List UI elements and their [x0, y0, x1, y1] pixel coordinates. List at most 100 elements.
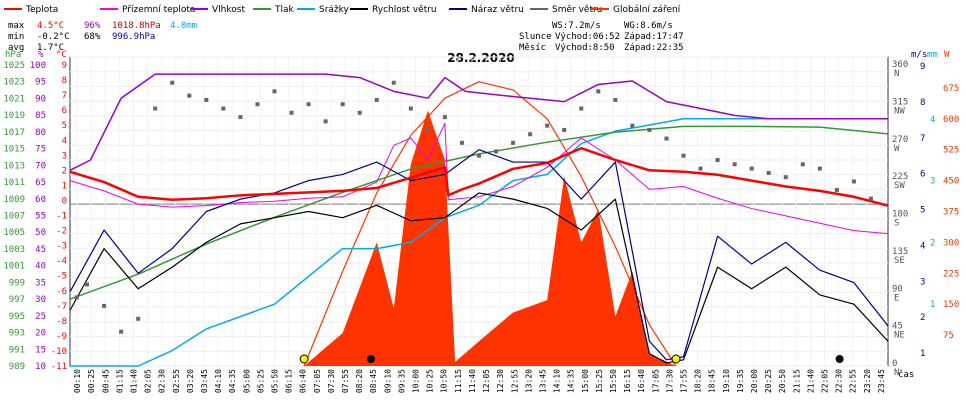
info-moon-set: Západ:22:35	[624, 43, 684, 53]
series-solar-radiation	[304, 110, 677, 366]
c-tick-label: -11	[51, 362, 67, 372]
hpa-tick-label: 995	[9, 312, 25, 322]
stat-max-hum: 96%	[84, 21, 101, 31]
x-tick-label: 09:35	[397, 369, 406, 393]
hpa-tick-label: 1011	[3, 178, 25, 188]
x-tick-label: 07:05	[313, 369, 322, 393]
hpa-tick-label: 1017	[3, 128, 25, 138]
pct-tick-label: 90	[35, 94, 46, 104]
x-tick-label: 15:50	[609, 369, 618, 393]
wind-direction-point	[494, 149, 499, 154]
c-tick-label: -5	[56, 272, 67, 282]
pct-tick-label: 70	[35, 161, 46, 171]
stat-avg-temp: 1.7°C	[37, 43, 64, 53]
wind-direction-point	[783, 175, 788, 180]
legend-label-5: Rychlost větru	[372, 5, 437, 15]
wind-direction-point	[102, 303, 107, 308]
x-axis: 00:10 00:25 00:45 01:15 01:40 02:05 02:30 02:55…	[73, 369, 886, 393]
hpa-tick-label: 1019	[3, 111, 25, 121]
direction-compass-label: NE	[894, 331, 905, 341]
stat-max-press: 1018.8hPa	[112, 21, 161, 31]
direction-compass-label: NW	[894, 106, 905, 116]
ms-tick-label: 4	[920, 241, 925, 251]
ms-tick-label: 5	[920, 206, 925, 216]
wind-direction-point	[459, 140, 464, 145]
stat-min-temp: -0.2°C	[37, 32, 70, 42]
ms-tick-label: 7	[920, 134, 925, 144]
x-tick-label: 00:10	[73, 369, 82, 393]
hpa-tick-label: 1025	[3, 61, 25, 71]
wind-direction-point	[562, 127, 567, 132]
x-axis-label: čas	[898, 369, 914, 380]
x-tick-label: 04:35	[228, 369, 237, 393]
mm-tick-label: 4	[930, 115, 935, 125]
info-block: WS:7.2m/s WG:8.6m/s Slunce Východ:06:52 …	[519, 21, 684, 53]
legend-label-8: Globální záření	[613, 5, 681, 15]
stats-block: max 4.5°C 96% 1018.8hPa 4.0mm min -0.2°C…	[8, 21, 197, 53]
legend-label-1: Přízemní teplota	[122, 5, 195, 15]
pct-tick-label: 95	[35, 78, 46, 88]
wind-direction-point	[442, 115, 447, 120]
series-pressure	[69, 125, 889, 300]
moonrise-marker	[366, 355, 375, 363]
hpa-tick-label: 1013	[3, 161, 25, 171]
wind-direction-point	[425, 127, 430, 132]
wind-direction-point	[664, 136, 669, 141]
x-tick-label: 20:50	[778, 369, 787, 393]
x-tick-label: 05:25	[256, 369, 265, 393]
x-tick-label: 05:50	[271, 369, 280, 393]
c-tick-label: 2	[62, 166, 67, 176]
c-tick-label: -7	[56, 302, 67, 312]
hpa-tick-label: 999	[9, 278, 25, 288]
sunset-marker	[671, 354, 681, 364]
x-tick-label: 16:15	[623, 369, 632, 393]
hpa-tick-label: 1005	[3, 228, 25, 238]
direction-compass-label: E	[894, 293, 899, 303]
x-tick-label: 17:05	[651, 369, 660, 393]
pct-tick-label: 35	[35, 278, 46, 288]
ms-tick-label: 9	[920, 62, 925, 72]
c-tick-label: 9	[62, 61, 67, 71]
info-moon-rise: Východ:8:50	[555, 43, 615, 53]
hpa-tick-label: 1021	[3, 94, 25, 104]
wind-direction-point	[681, 153, 686, 158]
w-tick-label: 375	[943, 208, 959, 218]
hpa-tick-label: 993	[9, 329, 25, 339]
ms-tick-label: 6	[920, 170, 925, 180]
x-tick-label: 15:25	[595, 369, 604, 393]
direction-compass-label: SW	[894, 181, 905, 191]
direction-compass-label: N	[894, 69, 899, 79]
c-tick-label: 7	[62, 91, 67, 101]
x-tick-label: 01:40	[129, 369, 138, 393]
wind-direction-point	[408, 106, 413, 111]
hpa-tick-label: 997	[9, 295, 25, 305]
direction-degree-label: 315	[892, 97, 908, 107]
x-tick-label: 01:15	[115, 369, 124, 393]
x-tick-label: 07:55	[341, 369, 350, 393]
series-rain	[70, 118, 888, 367]
pct-tick-label: 65	[35, 178, 46, 188]
wind-direction-point	[170, 80, 175, 85]
series-wind-speed	[69, 192, 889, 364]
c-tick-label: -9	[56, 332, 67, 342]
x-tick-label: 06:40	[299, 369, 308, 393]
wind-direction-point	[255, 102, 260, 107]
x-tick-label: 12:05	[482, 369, 491, 393]
c-tick-label: -2	[56, 227, 67, 237]
hpa-tick-label: 1003	[3, 245, 25, 255]
wind-direction-point	[868, 196, 873, 201]
wind-direction-point	[153, 106, 158, 111]
x-tick-label: 05:00	[242, 369, 251, 393]
wind-direction-point	[834, 188, 839, 193]
stat-max-temp: 4.5°C	[37, 21, 64, 31]
x-tick-label: 09:10	[383, 369, 392, 393]
direction-degree-label: 270	[892, 135, 908, 145]
x-tick-label: 19:10	[722, 369, 731, 393]
wind-direction-point	[374, 97, 379, 102]
wind-direction-point	[323, 119, 328, 124]
wind-direction-point	[477, 153, 481, 158]
x-tick-label: 18:45	[708, 369, 717, 393]
x-tick-label: 21:15	[792, 369, 801, 393]
c-tick-label: -10	[51, 347, 67, 357]
